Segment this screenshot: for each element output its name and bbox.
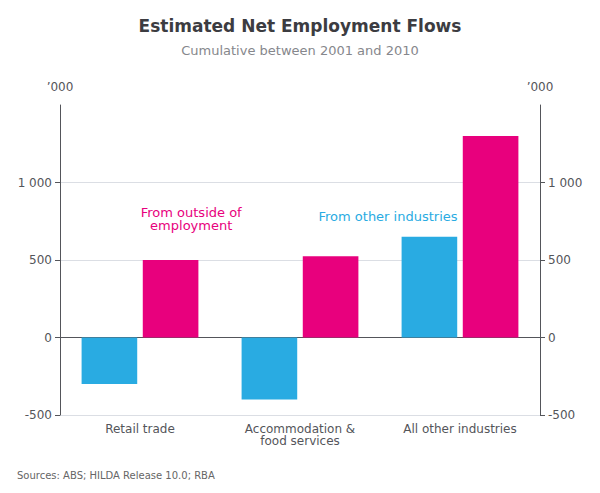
svg-text:Cumulative between 2001 and 20: Cumulative between 2001 and 2010 [181,43,419,58]
svg-text:1 000: 1 000 [18,176,52,190]
svg-text:All other industries: All other industries [403,422,517,436]
svg-text:-500: -500 [25,408,52,422]
svg-text:food services: food services [260,434,340,448]
svg-text:Retail trade: Retail trade [105,422,175,436]
svg-text:From other industries: From other industries [318,209,457,224]
svg-text:From outside of: From outside of [140,205,242,220]
svg-text:-500: -500 [548,408,575,422]
svg-text:employment: employment [150,218,232,233]
svg-text:’000: ’000 [47,80,74,94]
svg-text:Estimated Net Employment Flows: Estimated Net Employment Flows [139,16,462,36]
svg-text:0: 0 [548,331,556,345]
svg-text:1 000: 1 000 [548,176,582,190]
svg-text:Sources: ABS; HILDA Release 10: Sources: ABS; HILDA Release 10.0; RBA [17,470,215,481]
svg-text:500: 500 [29,253,52,267]
svg-text:500: 500 [548,253,571,267]
svg-text:’000: ’000 [527,80,554,94]
svg-text:Accommodation &: Accommodation & [244,422,356,436]
svg-text:0: 0 [44,331,52,345]
